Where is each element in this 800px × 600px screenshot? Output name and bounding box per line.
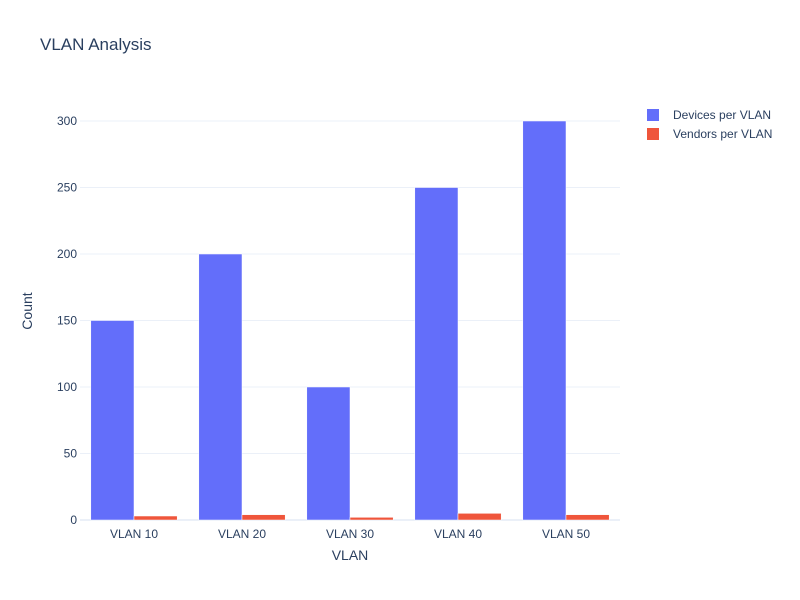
y-tick-label: 150 (57, 314, 77, 328)
legend[interactable]: Devices per VLAN Vendors per VLAN (647, 108, 772, 141)
x-tick-label: VLAN 50 (542, 527, 590, 541)
legend-swatch (647, 109, 659, 121)
legend-item[interactable]: Devices per VLAN (647, 108, 771, 122)
vendors-bar-vlan-10[interactable] (133, 515, 178, 521)
legend-label: Vendors per VLAN (673, 127, 772, 141)
vendors-bar-vlan-40[interactable] (457, 513, 502, 521)
vendors-bar-vlan-30[interactable] (349, 517, 394, 521)
chart-title: VLAN Analysis (40, 35, 152, 54)
y-axis-ticks: 0 50 100 150 200 250 300 (57, 114, 77, 527)
vendors-bar-vlan-20[interactable] (241, 514, 286, 521)
y-tick-label: 200 (57, 247, 77, 261)
legend-item[interactable]: Vendors per VLAN (647, 127, 772, 141)
y-axis-title: Count (19, 292, 35, 329)
legend-label: Devices per VLAN (673, 108, 771, 122)
vendors-bar-vlan-50[interactable] (565, 514, 610, 521)
devices-bar-vlan-10[interactable] (90, 320, 135, 521)
devices-bar-vlan-50[interactable] (522, 120, 567, 521)
y-tick-label: 100 (57, 380, 77, 394)
devices-bar-vlan-20[interactable] (198, 253, 243, 521)
x-tick-label: VLAN 40 (434, 527, 482, 541)
y-tick-label: 250 (57, 181, 77, 195)
bars (90, 120, 610, 521)
legend-swatch (647, 128, 659, 140)
x-axis-ticks: VLAN 10 VLAN 20 VLAN 30 VLAN 40 VLAN 50 (110, 527, 590, 541)
x-tick-label: VLAN 10 (110, 527, 158, 541)
y-tick-label: 50 (64, 447, 78, 461)
x-tick-label: VLAN 20 (218, 527, 266, 541)
y-tick-label: 0 (70, 513, 77, 527)
devices-bar-vlan-30[interactable] (306, 386, 351, 521)
devices-bar-vlan-40[interactable] (414, 187, 459, 521)
x-tick-label: VLAN 30 (326, 527, 374, 541)
y-tick-label: 300 (57, 114, 77, 128)
x-axis-title: VLAN (332, 547, 369, 563)
